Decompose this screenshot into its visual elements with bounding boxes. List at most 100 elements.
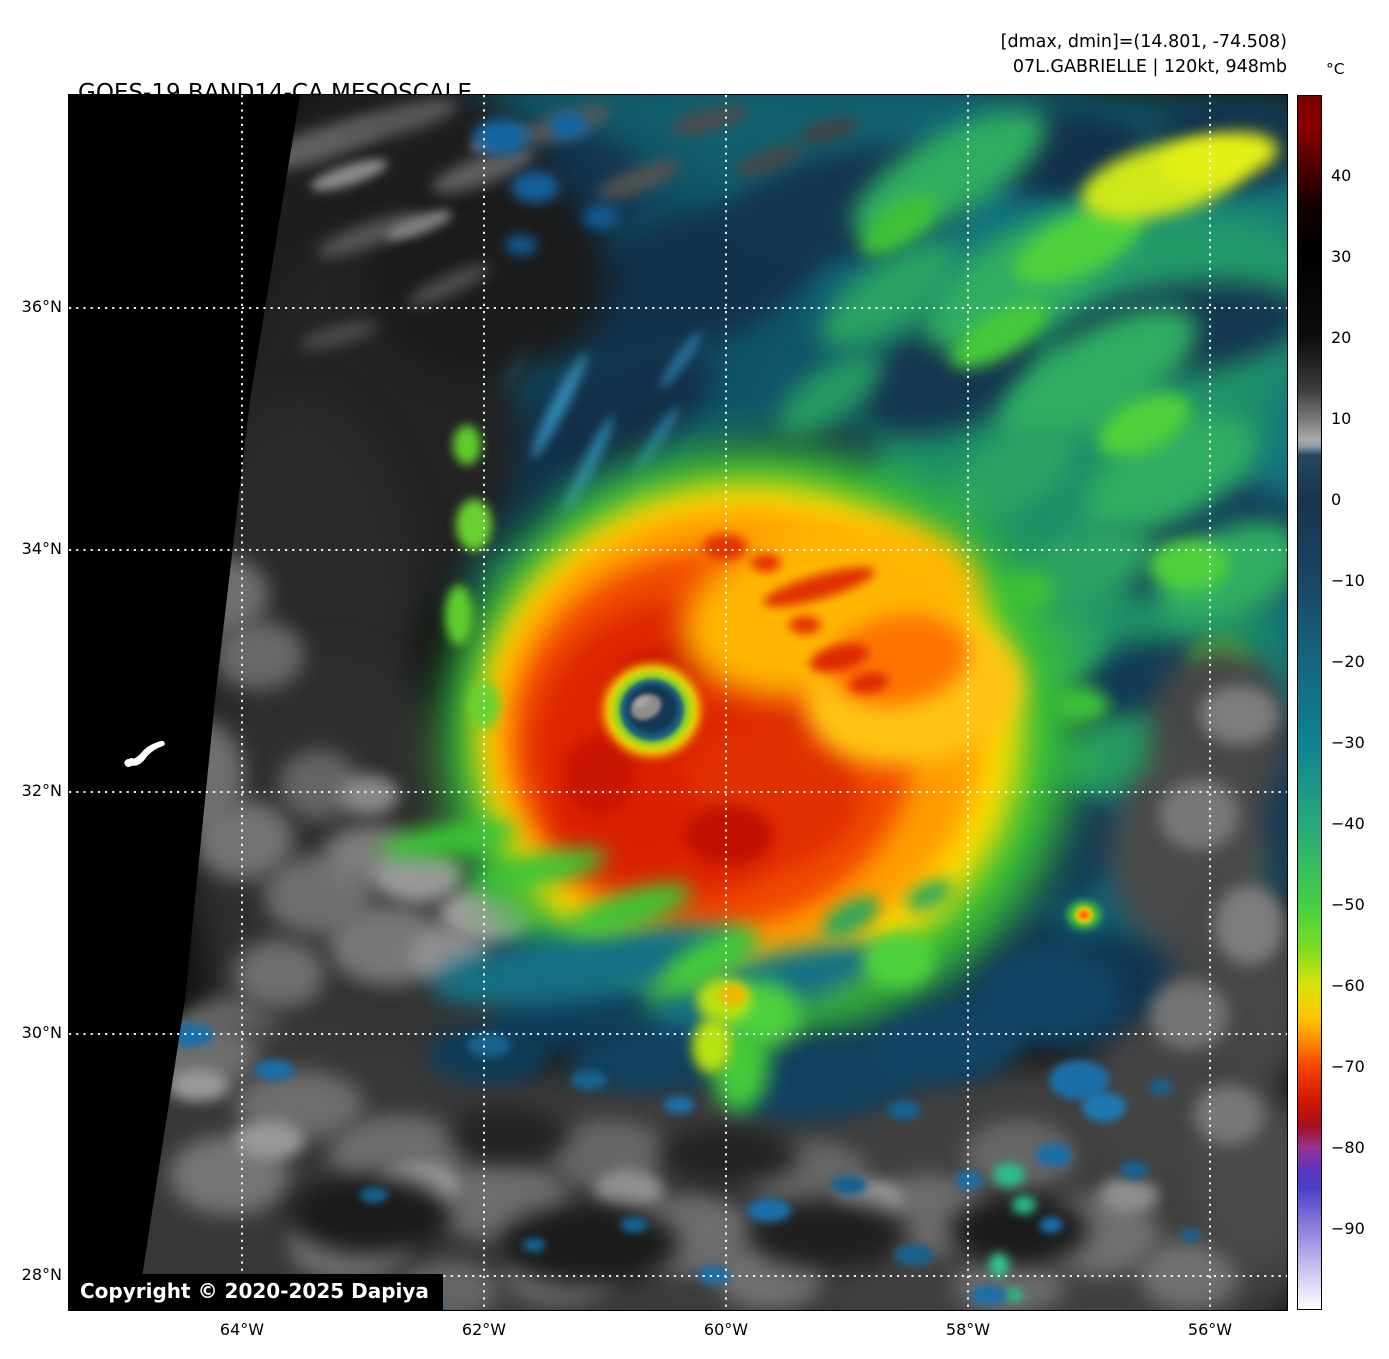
cloud-blob — [950, 301, 1048, 369]
cloud-blob — [468, 681, 500, 729]
cloud-blob — [254, 1060, 294, 1080]
colorbar-tick-label: −70 — [1331, 1057, 1365, 1076]
cloud-blob — [1149, 1079, 1173, 1095]
cloud-blob — [340, 99, 458, 141]
satellite-map: Copyright © 2020-2025 Dapiya — [69, 95, 1287, 1310]
colorbar-tick-label: 0 — [1331, 489, 1342, 509]
cloud-blob — [234, 1120, 304, 1160]
cloud-blob — [789, 616, 821, 634]
cloud-blob — [1014, 206, 1144, 284]
cloud-blob — [1149, 539, 1229, 591]
lat-tick-label: 36°N — [21, 297, 62, 316]
cloud-blob — [822, 896, 880, 938]
colorbar-tick-label: −50 — [1331, 895, 1365, 915]
cloud-blob — [1001, 307, 1197, 443]
cloud-blob — [1012, 1196, 1036, 1214]
cloud-blob — [955, 1171, 983, 1189]
cloud-blob — [1159, 780, 1239, 850]
cloud-blob — [566, 883, 692, 937]
cloud-blob — [385, 210, 453, 240]
cloud-blob — [860, 194, 938, 256]
cloud-blob — [979, 950, 1119, 1040]
colorbar-tick-label: −90 — [1331, 1218, 1365, 1238]
cloud-blob — [964, 1120, 1074, 1190]
cloud-blob — [888, 1100, 920, 1120]
cloud-blob — [1005, 1288, 1023, 1302]
cloud-blob — [505, 235, 537, 255]
cloud-blob — [703, 534, 747, 560]
cloud-blob — [530, 351, 588, 459]
cloud-blob — [453, 425, 481, 465]
cloud-blob — [799, 117, 859, 143]
cloud-blob — [317, 213, 421, 257]
copyright-badge: Copyright © 2020-2025 Dapiya — [69, 1274, 443, 1310]
cloud-blob — [234, 940, 324, 1010]
cloud-blob — [989, 1253, 1009, 1277]
cloud-blob — [549, 111, 589, 139]
cloud-blob — [1214, 885, 1284, 965]
cloud-blob — [432, 147, 536, 193]
cloud-blob — [1082, 415, 1256, 535]
lat-tick-label: 34°N — [21, 539, 62, 558]
colorbar-tick-label: 30 — [1331, 246, 1352, 266]
lon-tick-label: 62°W — [461, 1320, 507, 1339]
cloud-blob — [1149, 980, 1229, 1050]
lon-tick-label: 60°W — [703, 1320, 749, 1339]
cloud-blob — [564, 735, 634, 815]
cloud-blob — [407, 263, 491, 307]
cloud-blob — [564, 415, 614, 515]
cloud-blob — [660, 331, 702, 389]
colorbar-tick-label: −80 — [1331, 1138, 1365, 1158]
cloud-blob — [993, 1163, 1025, 1187]
bermuda-island — [124, 740, 165, 767]
cloud-blob — [749, 1200, 909, 1270]
cloud-blob — [1194, 1085, 1264, 1145]
cloud-blob — [1079, 911, 1089, 919]
cloud-blob — [751, 554, 781, 572]
storm-intensity-readout: 07L.GABRIELLE | 120kt, 948mb — [1012, 57, 1287, 77]
lon-tick-label: 64°W — [219, 1320, 265, 1339]
cloud-blob — [831, 1175, 867, 1195]
cloud-blob — [735, 144, 803, 176]
cloud-blob — [1139, 1240, 1239, 1310]
storm-info: [dmax, dmin]=(14.801, -74.508) 07L.GABRI… — [700, 30, 1287, 80]
cloud-blob — [1039, 1217, 1063, 1233]
cloud-blob — [310, 159, 388, 191]
cloud-blob — [571, 1070, 607, 1090]
cloud-blob — [339, 775, 399, 815]
cloud-blob — [670, 105, 748, 135]
cloud-blob — [594, 1170, 664, 1210]
cloud-blob — [214, 620, 304, 690]
dmax-dmin-readout: [dmax, dmin]=(14.801, -74.508) — [1000, 32, 1287, 52]
temperature-colorbar — [1297, 95, 1322, 1310]
colorbar-tick-label: −10 — [1331, 571, 1365, 590]
cloud-blob — [360, 1187, 388, 1203]
cloud-blob — [635, 405, 679, 475]
cloud-blob — [1049, 1060, 1109, 1100]
cloud-blob — [945, 428, 1073, 522]
cloud-blob — [620, 1217, 648, 1233]
lon-tick-label: 56°W — [1187, 1320, 1233, 1339]
cloud-blob — [369, 175, 609, 375]
cloud-blob — [1036, 1143, 1072, 1167]
cloud-blob — [1159, 132, 1279, 184]
colorbar-tick-label: −30 — [1331, 732, 1365, 752]
cloud-blob — [1181, 1228, 1201, 1242]
cloud-blob — [289, 1175, 449, 1255]
cloud-blob — [169, 1069, 229, 1101]
cloud-blob — [659, 1125, 799, 1185]
colorbar-tick-label: −20 — [1331, 652, 1365, 672]
cloud-blob — [445, 585, 473, 645]
cloud-blob — [634, 696, 650, 708]
cloud-blob — [300, 320, 378, 350]
cloud-blob — [597, 159, 681, 201]
cloud-blob — [719, 985, 747, 1005]
colorbar-tick-label: −60 — [1331, 975, 1365, 995]
cloud-blob — [467, 1033, 511, 1057]
lat-tick-label: 30°N — [21, 1023, 62, 1042]
cloud-blob — [821, 242, 957, 348]
cloud-blob — [869, 1003, 1029, 1087]
lat-tick-label: 28°N — [21, 1265, 62, 1284]
colorbar-unit-label: °C — [1326, 60, 1345, 78]
cloud-blob — [747, 1198, 791, 1222]
